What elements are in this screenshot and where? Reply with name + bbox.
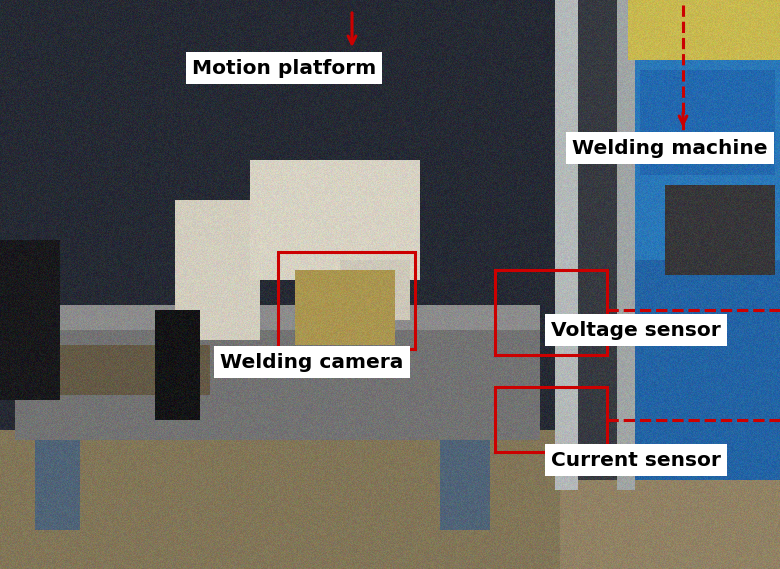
- Bar: [495, 270, 607, 355]
- Text: Current sensor: Current sensor: [551, 451, 721, 469]
- Bar: [495, 387, 607, 452]
- Bar: [278, 252, 415, 349]
- Text: Motion platform: Motion platform: [192, 59, 376, 77]
- Text: Voltage sensor: Voltage sensor: [551, 320, 721, 340]
- Text: Welding camera: Welding camera: [220, 353, 404, 372]
- Text: Welding machine: Welding machine: [573, 138, 768, 158]
